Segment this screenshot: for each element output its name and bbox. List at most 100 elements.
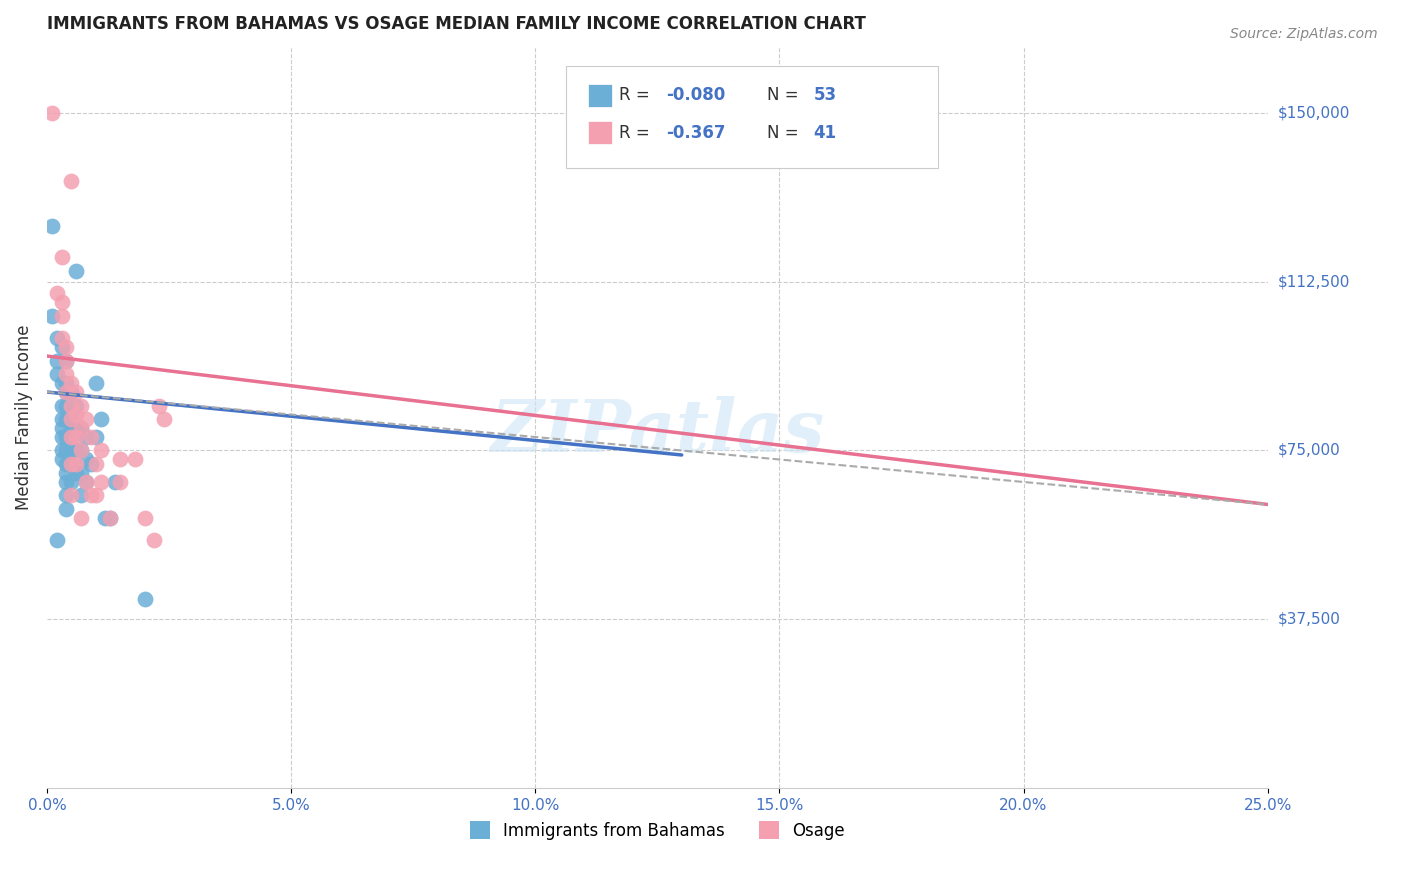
Point: [94, 511, 117, 525]
Point: [55, 488, 77, 502]
FancyBboxPatch shape: [565, 66, 938, 168]
Point: [70, 511, 93, 525]
Point: [51, 331, 73, 345]
Text: Source: ZipAtlas.com: Source: ZipAtlas.com: [1230, 27, 1378, 41]
Point: [60, 173, 83, 187]
Point: [51, 340, 73, 354]
Point: [51, 430, 73, 444]
Point: [70, 443, 93, 458]
Point: [65, 263, 87, 277]
Point: [100, 511, 122, 525]
Point: [55, 340, 77, 354]
Point: [51, 443, 73, 458]
Point: [70, 421, 93, 435]
Point: [55, 457, 77, 471]
Text: -0.367: -0.367: [666, 123, 725, 142]
Point: [45, 533, 67, 548]
Point: [90, 443, 112, 458]
Text: R =: R =: [620, 123, 655, 142]
Point: [51, 412, 73, 426]
Point: [124, 452, 146, 467]
Point: [70, 443, 93, 458]
Point: [45, 367, 67, 381]
Point: [84, 376, 107, 390]
Point: [104, 475, 127, 489]
Point: [41, 309, 63, 323]
Point: [65, 384, 87, 399]
Point: [60, 399, 83, 413]
Point: [60, 421, 83, 435]
Text: ZIPatlas: ZIPatlas: [491, 396, 824, 467]
Point: [55, 412, 77, 426]
Point: [90, 475, 112, 489]
Point: [70, 466, 93, 480]
Point: [148, 399, 170, 413]
Point: [143, 533, 166, 548]
Text: $112,500: $112,500: [1278, 275, 1350, 289]
Point: [51, 250, 73, 264]
Legend: Immigrants from Bahamas, Osage: Immigrants from Bahamas, Osage: [464, 814, 851, 847]
Point: [60, 430, 83, 444]
Point: [55, 384, 77, 399]
Point: [60, 384, 83, 399]
Point: [60, 457, 83, 471]
Point: [51, 376, 73, 390]
Point: [65, 408, 87, 422]
Point: [90, 412, 112, 426]
Text: $37,500: $37,500: [1278, 612, 1340, 627]
Point: [55, 466, 77, 480]
Text: -0.080: -0.080: [666, 87, 725, 104]
Text: IMMIGRANTS FROM BAHAMAS VS OSAGE MEDIAN FAMILY INCOME CORRELATION CHART: IMMIGRANTS FROM BAHAMAS VS OSAGE MEDIAN …: [46, 15, 866, 33]
Point: [55, 430, 77, 444]
Point: [100, 511, 122, 525]
Point: [60, 408, 83, 422]
Point: [65, 443, 87, 458]
Point: [55, 384, 77, 399]
Point: [60, 488, 83, 502]
Point: [80, 430, 103, 444]
Text: 53: 53: [814, 87, 837, 104]
Point: [45, 331, 67, 345]
Point: [60, 430, 83, 444]
Text: R =: R =: [620, 87, 655, 104]
Point: [51, 309, 73, 323]
Point: [84, 457, 107, 471]
Point: [65, 399, 87, 413]
Point: [51, 421, 73, 435]
Point: [51, 295, 73, 310]
Point: [65, 466, 87, 480]
Point: [108, 452, 131, 467]
Point: [84, 430, 107, 444]
Point: [45, 286, 67, 301]
Point: [65, 430, 87, 444]
Point: [55, 443, 77, 458]
Point: [75, 475, 97, 489]
Point: [60, 457, 83, 471]
Text: 41: 41: [814, 123, 837, 142]
Point: [108, 475, 131, 489]
Point: [75, 475, 97, 489]
Point: [55, 353, 77, 368]
Point: [75, 430, 97, 444]
Point: [80, 457, 103, 471]
Point: [55, 353, 77, 368]
Point: [60, 412, 83, 426]
Point: [45, 353, 67, 368]
Point: [55, 367, 77, 381]
Point: [65, 457, 87, 471]
Point: [60, 475, 83, 489]
Point: [70, 488, 93, 502]
Point: [65, 421, 87, 435]
Y-axis label: Median Family Income: Median Family Income: [15, 324, 32, 509]
Point: [84, 488, 107, 502]
Text: $75,000: $75,000: [1278, 443, 1340, 458]
Point: [55, 475, 77, 489]
Point: [41, 219, 63, 233]
Text: N =: N =: [768, 87, 804, 104]
Point: [60, 376, 83, 390]
Point: [134, 591, 156, 606]
Point: [55, 502, 77, 516]
Point: [70, 399, 93, 413]
Point: [75, 452, 97, 467]
Point: [60, 443, 83, 458]
